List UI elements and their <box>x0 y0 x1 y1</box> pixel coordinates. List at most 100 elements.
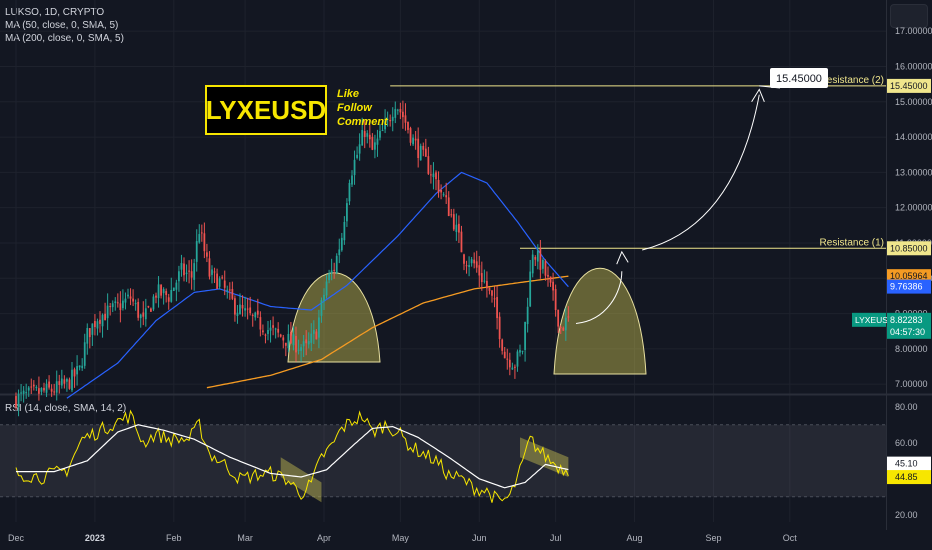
candle <box>272 325 274 328</box>
rsi-band <box>0 424 886 497</box>
ma200-line <box>206 275 569 389</box>
ma200-legend: MA (200, close, 0, SMA, 5) <box>5 33 124 44</box>
candle <box>348 182 351 202</box>
candle <box>496 297 498 319</box>
candle <box>539 248 542 270</box>
candle <box>333 269 336 271</box>
candle <box>404 115 407 123</box>
candle <box>190 271 193 278</box>
toolbar-button[interactable] <box>890 4 928 28</box>
candle <box>48 381 50 388</box>
candle <box>236 312 239 317</box>
candle <box>557 309 560 327</box>
candle <box>66 378 68 382</box>
candle <box>218 278 221 287</box>
ma-price-tag <box>887 279 931 294</box>
time-tick-label: Jun <box>472 533 487 543</box>
rsi-tick-label: 60.00 <box>895 438 918 448</box>
candle <box>458 223 460 233</box>
candle <box>567 316 570 318</box>
pattern-hump-right <box>553 268 647 375</box>
candle <box>284 342 287 346</box>
candle <box>473 259 476 264</box>
rsi-value-tag-text: 44.85 <box>895 472 918 482</box>
candle <box>165 291 168 296</box>
candle <box>409 128 412 143</box>
candle <box>155 295 157 298</box>
candle <box>534 257 537 260</box>
candle <box>45 383 48 393</box>
candle <box>300 347 302 351</box>
candle <box>447 197 450 216</box>
time-tick-label: Mar <box>237 533 253 543</box>
candle <box>68 379 71 389</box>
time-tick-label: Feb <box>166 533 182 543</box>
price-tick-label: 17.00000 <box>895 26 932 36</box>
candle <box>480 273 483 283</box>
candle <box>188 270 190 272</box>
candle <box>22 390 25 394</box>
candle <box>264 334 267 336</box>
candle <box>137 301 140 318</box>
time-tick-label: 2023 <box>85 533 105 543</box>
symbol-tag-text: LYXEUSD <box>855 315 894 325</box>
candle <box>414 138 417 141</box>
candle <box>129 296 132 299</box>
level-price-tag-text: 10.85000 <box>890 243 928 253</box>
candle <box>366 133 369 137</box>
ma50-legend: MA (50, close, 0, SMA, 5) <box>5 20 119 31</box>
candle <box>195 241 198 262</box>
candle <box>150 308 152 312</box>
arrow-head <box>616 250 629 265</box>
candle <box>427 156 430 174</box>
candle <box>519 350 521 353</box>
time-tick-label: Oct <box>783 533 798 543</box>
candle <box>330 270 333 274</box>
resistance-label: Resistance (2) <box>820 75 884 86</box>
candle <box>20 392 22 394</box>
candle <box>376 138 379 145</box>
last-price-tag <box>887 312 931 339</box>
candle <box>445 195 448 198</box>
candle <box>17 393 20 407</box>
candle <box>132 298 134 302</box>
candle <box>437 179 440 193</box>
candle <box>83 342 86 366</box>
candle <box>529 271 532 307</box>
price-tick-label: 7.00000 <box>895 379 928 389</box>
candle <box>239 304 241 315</box>
candle <box>325 281 328 296</box>
price-tick-label: 12.00000 <box>895 203 932 213</box>
ma-price-tag-text: 9.76386 <box>890 282 923 292</box>
cta-text: Like <box>337 88 359 100</box>
candle <box>399 108 402 113</box>
candle <box>508 359 511 368</box>
level-price-tag <box>887 241 931 256</box>
candle <box>279 334 282 337</box>
candle <box>274 328 277 330</box>
candle <box>315 331 318 340</box>
candle <box>104 313 106 321</box>
candle <box>318 317 320 338</box>
candle <box>402 111 404 118</box>
candle <box>122 300 124 309</box>
candle <box>15 396 17 408</box>
candle <box>63 379 66 384</box>
candle <box>234 298 236 315</box>
candle <box>516 351 519 367</box>
candle <box>142 312 145 317</box>
candle <box>493 298 496 300</box>
candle <box>88 328 91 338</box>
candle <box>463 254 465 264</box>
candle <box>442 194 445 196</box>
candle <box>419 145 422 161</box>
candle <box>450 214 453 216</box>
symbol-tag <box>852 312 886 327</box>
candle <box>216 273 218 289</box>
callout-pointer <box>759 85 781 89</box>
candle <box>531 254 534 274</box>
candle <box>511 367 514 370</box>
candle <box>435 172 437 180</box>
candle <box>27 387 30 391</box>
